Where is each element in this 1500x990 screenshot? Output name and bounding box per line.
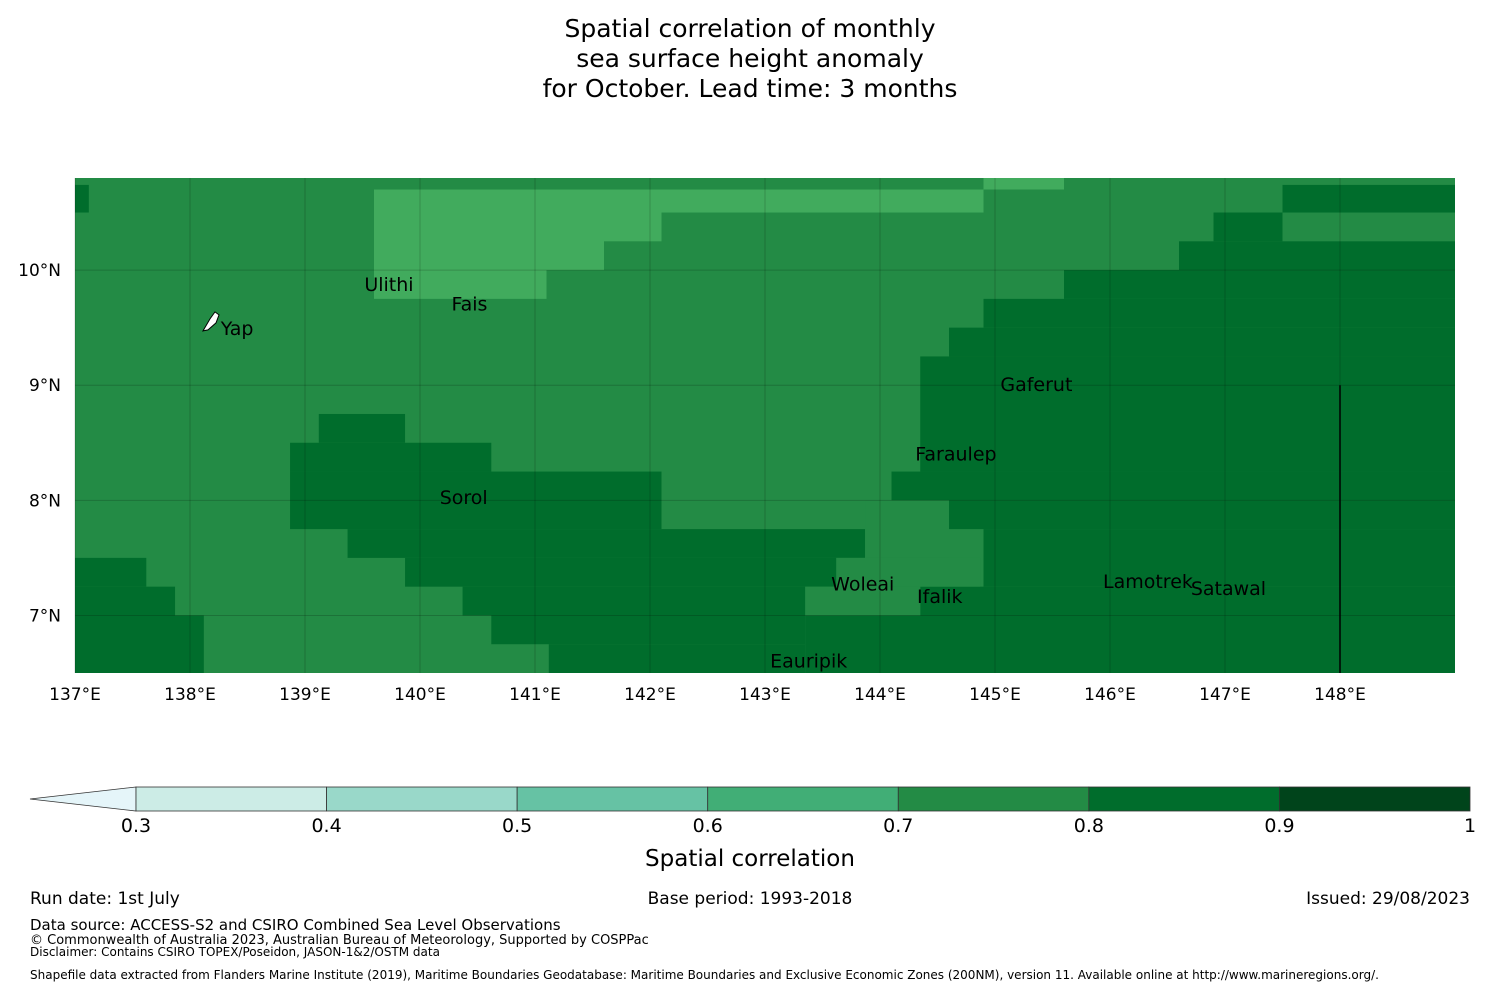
lon-tick-label: 142°E	[624, 685, 676, 705]
correlation-cell	[805, 615, 1455, 673]
island-label-gaferut: Gaferut	[1000, 374, 1072, 396]
island-label-sorol: Sorol	[440, 487, 488, 509]
lon-tick-label: 144°E	[854, 685, 906, 705]
lat-tick-label: 10°N	[18, 261, 61, 281]
colorbar-tick-label: 0.7	[883, 815, 914, 837]
chart-title: Spatial correlation of monthly sea surfa…	[0, 14, 1500, 104]
colorbar-bin	[326, 786, 518, 812]
correlation-cell	[983, 298, 1455, 328]
correlation-cell	[891, 471, 1455, 501]
correlation-cell	[661, 189, 984, 213]
colorbar	[29, 786, 1471, 812]
correlation-cell	[604, 189, 662, 242]
lon-tick-label: 148°E	[1314, 685, 1366, 705]
correlation-cell	[865, 500, 949, 558]
data-source: Data source: ACCESS-S2 and CSIRO Combine…	[30, 916, 561, 934]
island-label-ulithi: Ulithi	[364, 274, 413, 296]
lon-tick-label: 146°E	[1084, 685, 1136, 705]
colorbar-bin	[1279, 786, 1471, 812]
lon-tick-label: 141°E	[509, 685, 561, 705]
correlation-cell	[318, 413, 406, 443]
correlation-cell	[920, 356, 1455, 472]
correlation-cell	[805, 586, 921, 616]
colorbar-bin	[897, 786, 1090, 812]
correlation-cell	[836, 557, 981, 587]
yap-island-shape	[202, 311, 220, 332]
colorbar-bin	[1088, 786, 1280, 812]
colorbar-bin	[135, 786, 327, 812]
correlation-cell	[949, 500, 1455, 530]
correlation-cell	[75, 615, 204, 673]
correlation-cell	[548, 644, 806, 673]
correlation-cell	[290, 471, 662, 530]
colorbar-title: Spatial correlation	[645, 846, 855, 872]
lat-tick-label: 7°N	[29, 606, 61, 626]
correlation-cell	[75, 184, 89, 213]
island-label-faraulep: Faraulep	[915, 443, 996, 465]
correlation-cell	[290, 442, 492, 472]
lon-tick-label: 138°E	[164, 685, 216, 705]
correlation-cell	[374, 189, 547, 299]
lon-tick-label: 140°E	[394, 685, 446, 705]
colorbar-under-triangle	[29, 786, 137, 812]
title-line-3: for October. Lead time: 3 months	[542, 74, 958, 103]
copyright: © Commonwealth of Australia 2023, Austra…	[30, 933, 649, 948]
issued-date: Issued: 29/08/2023	[1306, 889, 1470, 909]
correlation-cell	[546, 189, 604, 271]
island-label-woleai: Woleai	[831, 573, 894, 595]
colorbar-bin	[707, 786, 899, 812]
colorbar-tick-label: 0.3	[120, 815, 152, 837]
colorbar-tick-label: 0.9	[1264, 815, 1295, 837]
lon-tick-label: 147°E	[1199, 685, 1251, 705]
island-label-eauripik: Eauripik	[770, 650, 847, 672]
correlation-cell	[949, 327, 1455, 357]
colorbar-tick-label: 0.5	[502, 815, 533, 837]
correlation-cell	[491, 615, 806, 645]
run-date: Run date: 1st July	[30, 889, 180, 909]
island-label-lamotrek: Lamotrek	[1103, 571, 1193, 593]
correlation-cell	[920, 586, 1455, 616]
island-label-ifalik: Ifalik	[917, 586, 963, 608]
title-line-2: sea surface height anomaly	[576, 44, 924, 73]
lon-tick-label: 145°E	[969, 685, 1021, 705]
correlation-cell	[983, 529, 1455, 587]
map-panel[interactable]: 137°E 138°E 139°E 140°E 141°E 142°E 143°E 144°E…	[18, 178, 1455, 705]
correlation-cell	[405, 557, 837, 587]
colorbar-tick-label: 0.4	[311, 815, 342, 837]
lon-tick-label: 143°E	[739, 685, 791, 705]
shapefile-credit: Shapefile data extracted from Flanders M…	[30, 968, 1379, 982]
lon-tick-label: 139°E	[279, 685, 331, 705]
colorbar-tick-label: 0.6	[692, 815, 723, 837]
correlation-cell	[1213, 212, 1283, 242]
title-line-1: Spatial correlation of monthly	[564, 14, 936, 43]
colorbar-bin	[516, 786, 709, 812]
correlation-cell	[75, 557, 147, 587]
correlation-cell	[1179, 241, 1455, 271]
lat-tick-label: 8°N	[29, 491, 61, 511]
island-label-fais: Fais	[451, 294, 487, 316]
correlation-cell	[75, 586, 176, 616]
correlation-cell	[1282, 184, 1455, 213]
island-label-yap: Yap	[220, 318, 254, 340]
correlation-cell	[983, 178, 1064, 190]
correlation-cell	[462, 586, 806, 616]
lat-tick-label: 9°N	[29, 376, 61, 396]
correlation-cell	[1064, 270, 1455, 299]
lon-tick-label: 137°E	[49, 685, 101, 705]
island-label-satawal: Satawal	[1191, 578, 1266, 600]
correlation-cell	[347, 529, 866, 558]
base-period: Base period: 1993-2018	[647, 889, 853, 909]
colorbar-tick-label: 1	[1463, 815, 1477, 837]
disclaimer: Disclaimer: Contains CSIRO TOPEX/Poseido…	[30, 945, 440, 959]
colorbar-tick-label: 0.8	[1073, 815, 1104, 837]
